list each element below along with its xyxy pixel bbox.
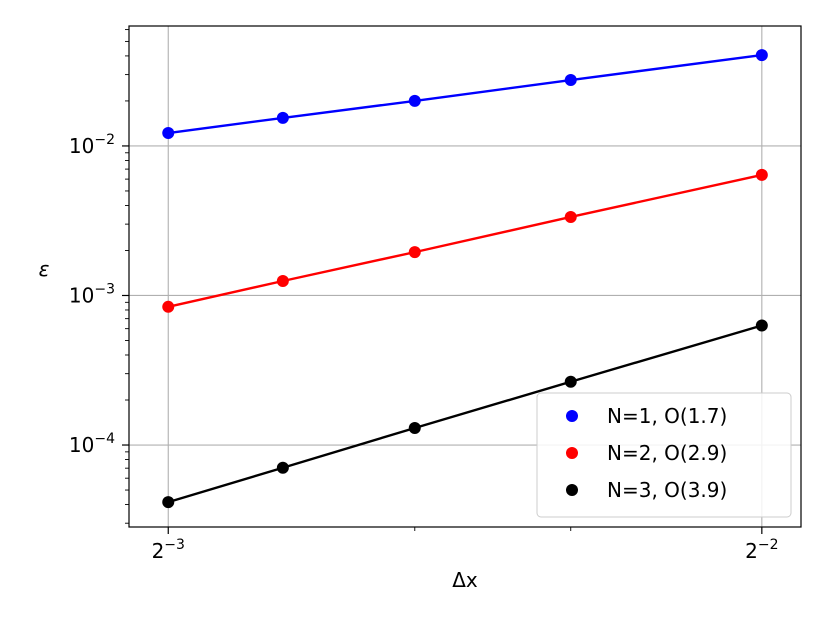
data-point-series-1 <box>162 127 175 140</box>
data-point-series-2 <box>408 246 421 259</box>
legend-box <box>536 392 792 518</box>
data-point-series-1 <box>276 111 289 124</box>
legend: N=1, O(1.7) N=2, O(2.9) N=3, O(3.9) <box>536 392 792 518</box>
data-point-series-3 <box>408 421 421 434</box>
major-ticks <box>122 145 763 534</box>
x-tick-label: 2−2 <box>745 537 778 563</box>
y-tick-label: 10−4 <box>69 431 115 457</box>
data-point-series-2 <box>755 168 768 181</box>
legend-label: N=2, O(2.9) <box>607 441 727 465</box>
legend-label: N=1, O(1.7) <box>607 404 727 428</box>
data-point-series-1 <box>755 49 768 62</box>
legend-marker <box>566 410 578 422</box>
data-point-series-3 <box>564 375 577 388</box>
data-point-series-2 <box>276 274 289 287</box>
legend-marker <box>566 484 578 496</box>
x-axis-label: Δx <box>452 568 478 592</box>
data-point-series-3 <box>162 496 175 509</box>
legend-marker <box>566 447 578 459</box>
data-point-series-2 <box>564 210 577 223</box>
data-point-series-3 <box>755 319 768 332</box>
data-point-series-2 <box>162 300 175 313</box>
y-axis-label: ε <box>39 257 50 281</box>
data-point-series-3 <box>276 461 289 474</box>
series-layer <box>162 49 768 509</box>
legend-label: N=3, O(3.9) <box>607 478 727 502</box>
y-tick-label: 10−3 <box>69 281 115 307</box>
tick-labels: 2−3 2−2 10−2 10−3 10−4 <box>69 132 779 563</box>
y-tick-label: 10−2 <box>69 132 115 158</box>
plot-frame <box>128 25 802 528</box>
x-tick-label: 2−3 <box>152 537 185 563</box>
data-point-series-1 <box>408 94 421 107</box>
data-point-series-1 <box>564 74 577 87</box>
minor-ticks <box>125 29 572 531</box>
